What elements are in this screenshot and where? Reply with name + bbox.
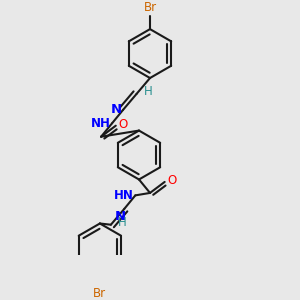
Text: Br: Br	[93, 287, 106, 300]
Text: N: N	[111, 103, 122, 116]
Text: H: H	[143, 85, 152, 98]
Text: O: O	[168, 174, 177, 187]
Text: NH: NH	[91, 117, 111, 130]
Text: Br: Br	[143, 2, 157, 14]
Text: O: O	[119, 118, 128, 131]
Text: H: H	[118, 216, 127, 229]
Text: N: N	[114, 210, 125, 223]
Text: HN: HN	[114, 189, 134, 202]
